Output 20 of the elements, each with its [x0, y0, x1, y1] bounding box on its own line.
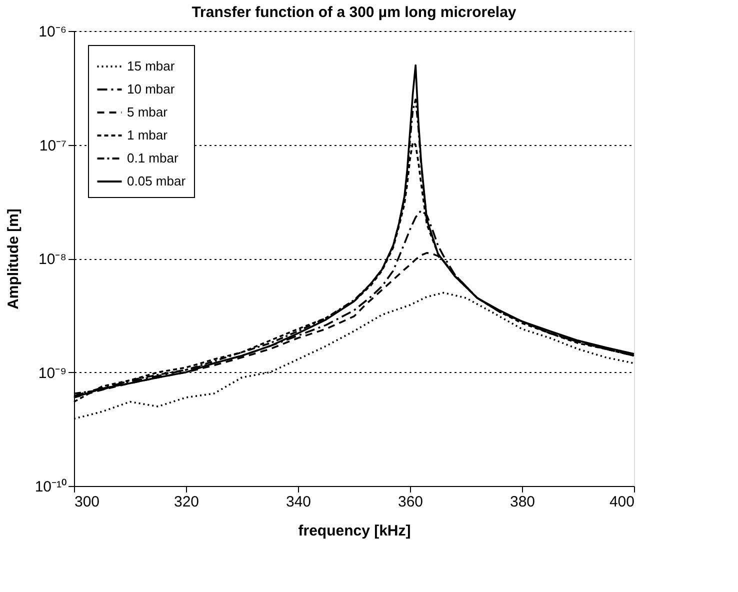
y-tick-label: 10⁻⁹: [38, 364, 66, 382]
legend-label: 10 mbar: [127, 82, 176, 96]
legend-label: 0.1 mbar: [127, 150, 179, 166]
y-axis-title: Amplitude [m]: [4, 208, 22, 310]
y-tick-label: 10⁻⁷: [39, 137, 66, 154]
x-tick-label: 380: [510, 494, 536, 510]
legend-label: 15 mbar: [127, 58, 176, 74]
legend-label: 1 mbar: [127, 128, 168, 142]
x-tick-label: 320: [174, 494, 200, 510]
y-tick-label: 10⁻⁶: [38, 24, 66, 40]
x-tick-label: 360: [398, 494, 424, 510]
x-tick-label: 340: [286, 494, 312, 510]
y-tick-label: 10⁻¹⁰: [34, 478, 66, 496]
y-tick-label: 10⁻⁸: [38, 251, 66, 268]
x-axis-title: frequency [kHz]: [298, 522, 411, 540]
x-tick-label: 400: [609, 494, 634, 510]
x-tick-label: 300: [74, 494, 100, 510]
legend-label: 0.05 mbar: [127, 174, 186, 188]
legend-label: 5 mbar: [127, 104, 168, 120]
chart-title: Transfer function of a 300 µm long microrelay: [192, 4, 517, 21]
